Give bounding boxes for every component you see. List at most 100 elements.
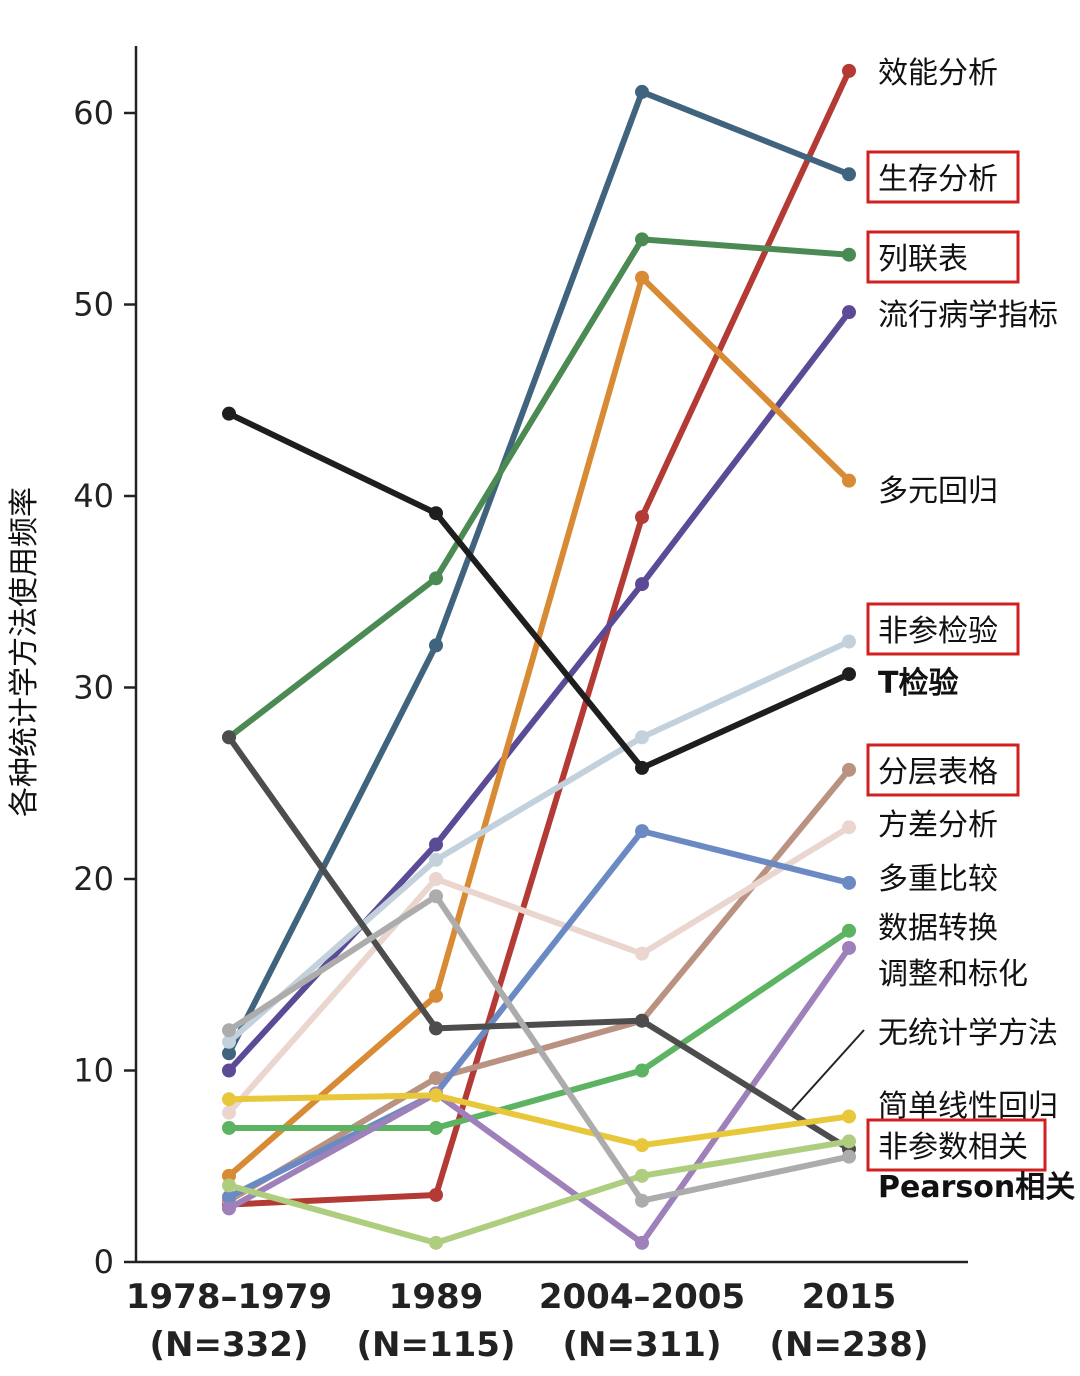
highlight-box	[866, 150, 1020, 204]
data-point	[222, 1120, 236, 1135]
y-tick-label: 30	[73, 669, 114, 707]
series-line	[226, 1092, 852, 1149]
series-line	[226, 309, 852, 1074]
series-line	[226, 734, 852, 1153]
data-point	[222, 730, 236, 745]
data-point	[429, 988, 443, 1003]
x-category-label: 2015	[802, 1277, 897, 1317]
series-name-label: 数据转换	[878, 911, 998, 946]
series-name-label: 简单线性回归	[878, 1089, 1058, 1124]
data-point	[429, 571, 443, 586]
x-category-label: 2004–2005	[539, 1277, 745, 1317]
data-point	[842, 923, 856, 938]
y-tick-label: 50	[73, 286, 114, 324]
series-line	[226, 1138, 852, 1246]
data-point	[635, 1193, 649, 1208]
data-point	[635, 577, 649, 592]
data-point	[635, 270, 649, 285]
data-point	[429, 1021, 443, 1036]
y-tick-label: 10	[73, 1052, 114, 1090]
series-13	[222, 730, 856, 1157]
data-point	[429, 1235, 443, 1250]
series-line	[226, 927, 852, 1131]
series-line	[226, 67, 852, 1208]
y-tick-label: 60	[73, 94, 114, 132]
data-point	[429, 1071, 443, 1086]
series-11	[222, 923, 856, 1135]
series-line	[226, 638, 852, 1045]
data-point	[842, 875, 856, 890]
data-point	[429, 1187, 443, 1202]
y-tick-label: 40	[73, 477, 114, 515]
highlight-box	[866, 743, 1020, 797]
series-2	[222, 84, 856, 1061]
series-name-label: 分层表格	[878, 755, 998, 790]
series-name-label: 列联表	[878, 242, 968, 277]
data-point	[429, 506, 443, 521]
data-point	[222, 1023, 236, 1038]
data-point	[842, 634, 856, 649]
x-category-sample-size: (N=332)	[150, 1325, 309, 1365]
series-4	[222, 305, 856, 1078]
data-point	[635, 1013, 649, 1028]
x-category-sample-size: (N=238)	[770, 1325, 929, 1365]
series-16	[222, 889, 856, 1208]
series-14	[222, 1088, 856, 1153]
data-point	[429, 1120, 443, 1135]
series-name-label: 非参检验	[878, 614, 998, 649]
series-name-label: 多元回归	[878, 474, 998, 509]
highlight-box	[866, 1118, 1047, 1172]
x-category-label: 1978–1979	[126, 1277, 332, 1317]
data-point	[222, 1092, 236, 1107]
data-point	[842, 167, 856, 182]
data-point	[222, 1189, 236, 1204]
data-point	[222, 1105, 236, 1120]
data-point	[842, 820, 856, 835]
series-name-label: 无统计学方法	[878, 1016, 1058, 1051]
series-name-label: Pearson相关	[878, 1170, 1075, 1205]
data-point	[842, 247, 856, 262]
data-point	[842, 1134, 856, 1149]
data-point	[635, 946, 649, 961]
series-line	[226, 88, 852, 1057]
series-15	[222, 1134, 856, 1250]
data-point	[222, 406, 236, 421]
data-point	[842, 63, 856, 78]
data-point	[842, 667, 856, 682]
data-point	[222, 1168, 236, 1183]
series-6	[222, 634, 856, 1049]
data-point	[842, 1109, 856, 1124]
data-point	[429, 837, 443, 852]
data-point	[222, 1063, 236, 1078]
series-line	[226, 824, 852, 1116]
data-point	[222, 1178, 236, 1193]
data-point	[429, 638, 443, 653]
data-point	[842, 762, 856, 777]
label-leader-line	[791, 1029, 865, 1111]
series-name-label: T检验	[878, 666, 958, 701]
series-line	[226, 828, 852, 1200]
x-categories: 1978–1979 (N=332) 1989 (N=115) 2004–2005 (N=3…	[126, 1277, 929, 1365]
series-7	[222, 406, 856, 775]
x-category-label: 1989	[389, 1277, 484, 1317]
label-connector	[791, 1029, 865, 1111]
series-lines	[222, 63, 856, 1250]
series-line	[226, 236, 852, 741]
data-point	[429, 1088, 443, 1103]
data-point	[429, 852, 443, 867]
y-axis-label: 各种统计学方法使用频率	[7, 487, 42, 817]
series-line	[226, 893, 852, 1204]
data-point	[635, 760, 649, 775]
data-point	[635, 1235, 649, 1250]
data-point	[635, 510, 649, 525]
data-point	[429, 889, 443, 904]
x-category-sample-size: (N=311)	[563, 1325, 722, 1365]
data-point	[429, 872, 443, 886]
data-point	[635, 232, 649, 247]
data-point	[635, 730, 649, 745]
data-point	[635, 1063, 649, 1078]
data-point	[842, 940, 856, 955]
series-name-label: 生存分析	[878, 162, 998, 197]
data-point	[635, 1168, 649, 1183]
